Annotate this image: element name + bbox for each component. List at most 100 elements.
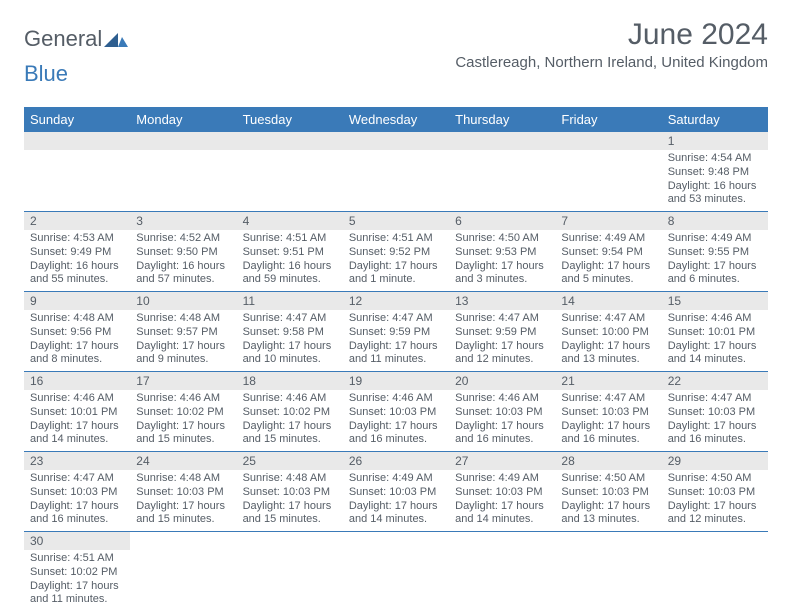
day-line: Daylight: 17 hours bbox=[30, 500, 124, 514]
day-line: Daylight: 17 hours bbox=[668, 420, 762, 434]
empty-day bbox=[449, 132, 555, 150]
empty-day bbox=[130, 132, 236, 150]
day-line: Sunrise: 4:53 AM bbox=[30, 232, 124, 246]
calendar-cell: 20Sunrise: 4:46 AMSunset: 10:03 PMDaylig… bbox=[449, 372, 555, 452]
calendar-cell bbox=[343, 532, 449, 612]
day-line: Sunrise: 4:52 AM bbox=[136, 232, 230, 246]
calendar-cell bbox=[449, 132, 555, 212]
day-line: Sunset: 10:03 PM bbox=[455, 486, 549, 500]
day-details: Sunrise: 4:51 AMSunset: 10:02 PMDaylight… bbox=[24, 550, 130, 611]
calendar-cell bbox=[237, 132, 343, 212]
day-line: Daylight: 17 hours bbox=[455, 420, 549, 434]
calendar-row: 23Sunrise: 4:47 AMSunset: 10:03 PMDaylig… bbox=[24, 452, 768, 532]
calendar-cell bbox=[24, 132, 130, 212]
day-line: Sunset: 9:55 PM bbox=[668, 246, 762, 260]
empty-day bbox=[555, 132, 661, 150]
day-details: Sunrise: 4:46 AMSunset: 10:03 PMDaylight… bbox=[449, 390, 555, 451]
dayname: Saturday bbox=[662, 107, 768, 132]
day-line: Sunrise: 4:48 AM bbox=[136, 312, 230, 326]
day-line: Sunset: 10:03 PM bbox=[455, 406, 549, 420]
day-line: Sunset: 10:03 PM bbox=[561, 406, 655, 420]
calendar-cell: 16Sunrise: 4:46 AMSunset: 10:01 PMDaylig… bbox=[24, 372, 130, 452]
day-line: Sunset: 10:03 PM bbox=[349, 486, 443, 500]
month-title: June 2024 bbox=[455, 18, 768, 52]
calendar-cell: 7Sunrise: 4:49 AMSunset: 9:54 PMDaylight… bbox=[555, 212, 661, 292]
calendar-cell: 17Sunrise: 4:46 AMSunset: 10:02 PMDaylig… bbox=[130, 372, 236, 452]
day-line: Sunset: 9:59 PM bbox=[455, 326, 549, 340]
calendar-cell: 30Sunrise: 4:51 AMSunset: 10:02 PMDaylig… bbox=[24, 532, 130, 612]
day-line: Sunrise: 4:47 AM bbox=[561, 312, 655, 326]
empty-day bbox=[343, 132, 449, 150]
day-line: Daylight: 16 hours bbox=[668, 180, 762, 194]
day-line: Sunrise: 4:46 AM bbox=[136, 392, 230, 406]
dayname: Sunday bbox=[24, 107, 130, 132]
day-line: and 16 minutes. bbox=[349, 433, 443, 447]
calendar-cell bbox=[130, 132, 236, 212]
day-line: Sunset: 10:03 PM bbox=[668, 486, 762, 500]
calendar-cell: 6Sunrise: 4:50 AMSunset: 9:53 PMDaylight… bbox=[449, 212, 555, 292]
day-line: Daylight: 17 hours bbox=[30, 340, 124, 354]
day-line: and 16 minutes. bbox=[455, 433, 549, 447]
day-line: and 14 minutes. bbox=[30, 433, 124, 447]
day-line: and 16 minutes. bbox=[668, 433, 762, 447]
day-number: 11 bbox=[237, 292, 343, 310]
day-line: Sunrise: 4:48 AM bbox=[243, 472, 337, 486]
day-line: Sunset: 9:49 PM bbox=[30, 246, 124, 260]
logo-text-2: Blue bbox=[24, 61, 68, 86]
logo: General bbox=[24, 18, 128, 52]
day-details: Sunrise: 4:47 AMSunset: 10:03 PMDaylight… bbox=[24, 470, 130, 531]
day-line: Daylight: 17 hours bbox=[455, 500, 549, 514]
day-details: Sunrise: 4:47 AMSunset: 9:58 PMDaylight:… bbox=[237, 310, 343, 371]
day-line: and 6 minutes. bbox=[668, 273, 762, 287]
calendar-cell: 24Sunrise: 4:48 AMSunset: 10:03 PMDaylig… bbox=[130, 452, 236, 532]
calendar-cell: 23Sunrise: 4:47 AMSunset: 10:03 PMDaylig… bbox=[24, 452, 130, 532]
logo-mark-icon bbox=[104, 29, 128, 49]
day-number: 30 bbox=[24, 532, 130, 550]
day-details: Sunrise: 4:47 AMSunset: 10:03 PMDaylight… bbox=[555, 390, 661, 451]
day-line: Daylight: 17 hours bbox=[668, 260, 762, 274]
day-line: Sunrise: 4:47 AM bbox=[349, 312, 443, 326]
day-details: Sunrise: 4:54 AMSunset: 9:48 PMDaylight:… bbox=[662, 150, 768, 211]
day-line: Sunrise: 4:51 AM bbox=[243, 232, 337, 246]
day-line: and 16 minutes. bbox=[561, 433, 655, 447]
day-number: 7 bbox=[555, 212, 661, 230]
day-line: Sunset: 9:54 PM bbox=[561, 246, 655, 260]
calendar-cell bbox=[555, 532, 661, 612]
day-line: and 13 minutes. bbox=[561, 513, 655, 527]
day-line: and 14 minutes. bbox=[455, 513, 549, 527]
calendar-cell: 27Sunrise: 4:49 AMSunset: 10:03 PMDaylig… bbox=[449, 452, 555, 532]
day-number: 26 bbox=[343, 452, 449, 470]
day-line: Sunset: 9:52 PM bbox=[349, 246, 443, 260]
day-details: Sunrise: 4:53 AMSunset: 9:49 PMDaylight:… bbox=[24, 230, 130, 291]
day-line: Sunrise: 4:47 AM bbox=[455, 312, 549, 326]
day-line: Daylight: 17 hours bbox=[349, 340, 443, 354]
calendar-cell: 12Sunrise: 4:47 AMSunset: 9:59 PMDayligh… bbox=[343, 292, 449, 372]
day-line: Sunrise: 4:50 AM bbox=[455, 232, 549, 246]
day-line: and 59 minutes. bbox=[243, 273, 337, 287]
day-line: and 16 minutes. bbox=[30, 513, 124, 527]
calendar-cell: 18Sunrise: 4:46 AMSunset: 10:02 PMDaylig… bbox=[237, 372, 343, 452]
dayname: Tuesday bbox=[237, 107, 343, 132]
day-line: Daylight: 17 hours bbox=[136, 340, 230, 354]
day-number: 24 bbox=[130, 452, 236, 470]
day-details: Sunrise: 4:51 AMSunset: 9:51 PMDaylight:… bbox=[237, 230, 343, 291]
day-line: and 57 minutes. bbox=[136, 273, 230, 287]
day-line: Sunset: 9:48 PM bbox=[668, 166, 762, 180]
day-line: and 15 minutes. bbox=[243, 513, 337, 527]
day-line: Sunset: 10:03 PM bbox=[243, 486, 337, 500]
day-line: Sunset: 10:02 PM bbox=[136, 406, 230, 420]
calendar-cell: 10Sunrise: 4:48 AMSunset: 9:57 PMDayligh… bbox=[130, 292, 236, 372]
day-line: and 15 minutes. bbox=[243, 433, 337, 447]
day-line: Sunset: 10:01 PM bbox=[30, 406, 124, 420]
day-line: Daylight: 17 hours bbox=[668, 500, 762, 514]
day-number: 13 bbox=[449, 292, 555, 310]
logo-text-1: General bbox=[24, 26, 102, 52]
calendar-cell bbox=[237, 532, 343, 612]
day-line: Sunrise: 4:47 AM bbox=[561, 392, 655, 406]
day-number: 18 bbox=[237, 372, 343, 390]
calendar-cell: 21Sunrise: 4:47 AMSunset: 10:03 PMDaylig… bbox=[555, 372, 661, 452]
calendar-cell: 15Sunrise: 4:46 AMSunset: 10:01 PMDaylig… bbox=[662, 292, 768, 372]
day-line: Sunset: 9:59 PM bbox=[349, 326, 443, 340]
day-line: Sunrise: 4:49 AM bbox=[561, 232, 655, 246]
day-line: Daylight: 17 hours bbox=[561, 340, 655, 354]
